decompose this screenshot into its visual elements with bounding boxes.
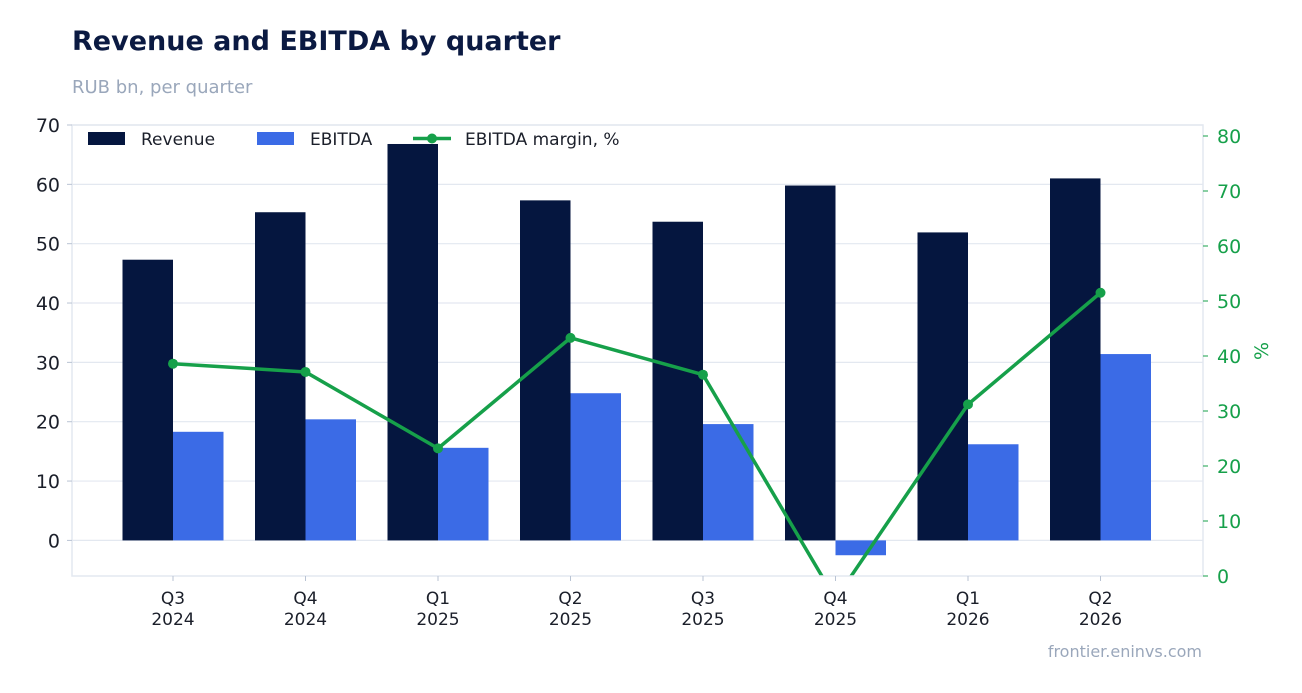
ebitda-bar: [438, 447, 489, 541]
gridlines: [72, 124, 1203, 541]
y2-axis-label: %: [1251, 342, 1273, 360]
chart-subtitle: RUB bn, per quarter: [72, 77, 253, 98]
ebitda-bar: [703, 424, 754, 541]
x-tick-label-quarter: Q1: [426, 589, 450, 609]
y-tick-label: 0: [48, 530, 60, 552]
x-tick-label-year: 2025: [549, 610, 592, 630]
y2-tick-label: 80: [1217, 126, 1241, 148]
revenue-bar: [652, 221, 703, 541]
y-tick-label: 30: [36, 352, 60, 374]
margin-point: [168, 358, 178, 369]
y-tick-label: 60: [36, 174, 60, 196]
x-tick-label-year: 2026: [946, 610, 989, 630]
y2-tick-label: 20: [1217, 456, 1241, 478]
ebitda-bar: [1100, 354, 1151, 541]
x-tick-label-quarter: Q4: [823, 589, 847, 609]
ebitda-bar: [968, 444, 1019, 541]
x-tick-label-year: 2026: [1079, 610, 1122, 630]
legend: Revenue EBITDA EBITDA margin, %: [88, 130, 620, 150]
x-tick-label-quarter: Q2: [1088, 589, 1112, 609]
margin-point: [963, 399, 973, 410]
bars: [122, 143, 1151, 556]
margin-point: [698, 369, 708, 380]
y2-tick-label: 0: [1217, 566, 1229, 588]
legend-label-ebitda: EBITDA: [310, 130, 373, 150]
legend-label-revenue: Revenue: [141, 130, 215, 150]
y-tick-label: 40: [36, 293, 60, 315]
revenue-bar: [122, 259, 173, 541]
x-tick-label-year: 2024: [151, 610, 194, 630]
revenue-bar: [917, 232, 968, 541]
x-tick-label-year: 2025: [416, 610, 459, 630]
ebitda-bar: [835, 540, 886, 556]
y2-tick-label: 10: [1217, 511, 1241, 533]
chart-title: Revenue and EBITDA by quarter: [72, 26, 561, 57]
ebitda-bar: [173, 431, 224, 541]
x-tick-label-quarter: Q3: [691, 589, 715, 609]
legend-marker-margin: [427, 133, 437, 144]
x-tick-label-year: 2025: [814, 610, 857, 630]
legend-label-margin: EBITDA margin, %: [465, 130, 620, 150]
revenue-bar: [255, 212, 306, 541]
x-tick-label-quarter: Q4: [293, 589, 317, 609]
y2-tick-label: 30: [1217, 401, 1241, 423]
y2-tick-label: 70: [1217, 181, 1241, 203]
revenue-bar: [387, 143, 438, 541]
x-tick-label-quarter: Q3: [161, 589, 185, 609]
revenue-bar: [520, 200, 571, 541]
y2-tick-label: 40: [1217, 346, 1241, 368]
x-tick-label-year: 2025: [681, 610, 724, 630]
axes: 01020304050607001020304050607080%Q32024Q…: [36, 115, 1273, 630]
margin-series-line: [172, 291, 1102, 576]
margin-point: [565, 332, 576, 343]
legend-swatch-ebitda: [257, 132, 294, 145]
revenue-bar: [1050, 178, 1101, 541]
y-tick-label: 70: [36, 115, 60, 137]
y2-tick-label: 60: [1217, 236, 1241, 258]
x-tick-label-quarter: Q1: [956, 589, 980, 609]
margin-line: [168, 287, 1106, 576]
margin-point: [300, 366, 311, 377]
y-tick-label: 50: [36, 234, 60, 256]
plot-frame: [71, 124, 1204, 577]
ebitda-bar: [570, 393, 621, 541]
y-tick-label: 10: [36, 471, 60, 493]
y2-tick-label: 50: [1217, 291, 1241, 313]
revenue-bar: [785, 185, 836, 541]
y-tick-label: 20: [36, 412, 60, 434]
margin-point: [433, 443, 443, 454]
x-tick-label-year: 2024: [284, 610, 327, 630]
source-note: frontier.eninvs.com: [1047, 642, 1202, 661]
legend-swatch-revenue: [88, 132, 125, 145]
x-tick-label-quarter: Q2: [558, 589, 582, 609]
margin-point: [1095, 287, 1106, 298]
ebitda-bar: [305, 419, 356, 541]
